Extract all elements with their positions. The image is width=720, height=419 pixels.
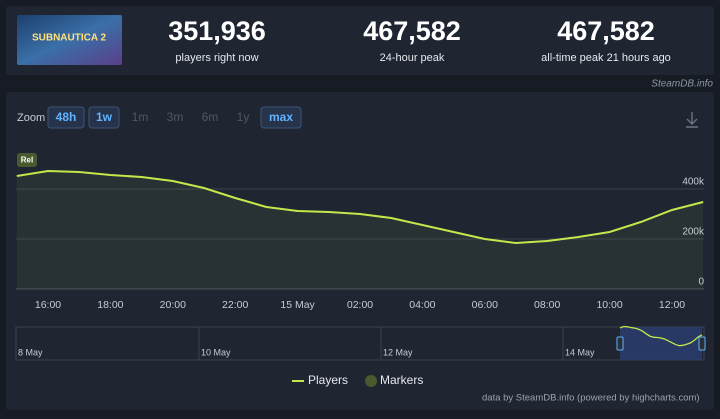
legend-swatch (365, 375, 377, 387)
stat-label: all-time peak 21 hours ago (541, 52, 671, 64)
navigator-handle[interactable] (616, 336, 624, 351)
source[interactable]: SteamDB.info (651, 79, 713, 90)
zoom-option[interactable]: 1w (96, 110, 113, 124)
zoom-button[interactable] (47, 106, 85, 129)
stat-value: 467,582 (363, 16, 461, 46)
stat-label: players right now (175, 52, 258, 64)
chart-panel (6, 92, 714, 410)
zoom-option[interactable]: 6m (202, 110, 219, 124)
stat-value: 467,582 (557, 16, 655, 46)
x-tick-label: 04:00 (409, 299, 435, 311)
y-tick-label: 400k (682, 177, 705, 188)
legend-label[interactable]: Players (308, 373, 348, 387)
x-tick-label: 08:00 (534, 299, 560, 311)
download-icon[interactable] (686, 112, 698, 128)
zoom-option[interactable]: 1y (237, 110, 250, 124)
header-panel (6, 6, 714, 75)
navigator-handle[interactable] (698, 336, 706, 351)
x-tick-label: 15 May (280, 299, 315, 311)
navigator-label: 10 May (201, 347, 231, 357)
navigator-label: 8 May (18, 347, 43, 357)
x-tick-label: 20:00 (160, 299, 186, 311)
x-tick-label: 02:00 (347, 299, 373, 311)
stat-value: 351,936 (168, 16, 266, 46)
x-tick-label: 06:00 (472, 299, 498, 311)
zoom-option[interactable]: 3m (167, 110, 184, 124)
zoom-option[interactable]: 48h (56, 110, 77, 124)
zoom-option[interactable]: 1m (132, 110, 149, 124)
x-tick-label: 12:00 (659, 299, 685, 311)
x-tick-label: 22:00 (222, 299, 248, 311)
navigator-label: 12 May (383, 347, 413, 357)
game-logo: SUBNAUTICA 2 (32, 33, 107, 44)
x-tick-label: 10:00 (596, 299, 622, 311)
zoom-label: Zoom (17, 112, 45, 124)
area-fill (16, 171, 704, 289)
y-tick-label: 200k (682, 227, 705, 238)
marker-label: Rel (21, 156, 33, 165)
legend-label[interactable]: Markers (380, 373, 423, 387)
credit[interactable]: data by SteamDB.info (powered by highcha… (482, 393, 700, 404)
y-tick-label: 0 (698, 277, 704, 288)
navigator-label: 14 May (565, 347, 595, 357)
line (16, 169, 704, 245)
game-image[interactable] (17, 15, 122, 65)
zoom-button[interactable] (88, 106, 120, 129)
zoom-button[interactable] (260, 106, 302, 129)
x-tick-label: 18:00 (97, 299, 123, 311)
zoom-option[interactable]: max (269, 110, 293, 124)
stat-label: 24-hour peak (380, 52, 445, 64)
x-tick-label: 16:00 (35, 299, 61, 311)
plot: 0 200k 400k 16:00 18:00 20:00 22:00 15 May 02:00… (15, 153, 706, 387)
marker-flag (17, 153, 37, 167)
navigator-line (619, 325, 703, 347)
